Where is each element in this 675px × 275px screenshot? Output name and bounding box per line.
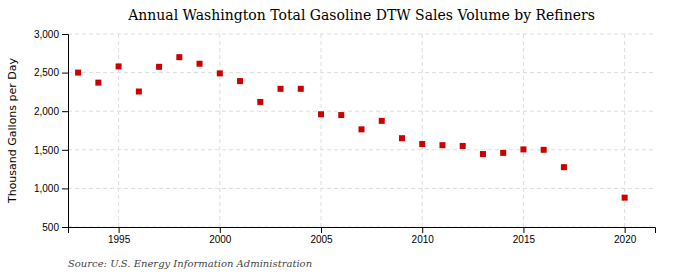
point <box>500 150 506 156</box>
title: Annual Washington Total Gasoline DTW Sal… <box>127 7 595 23</box>
tick-label: 2,500 <box>34 67 59 78</box>
tick-mark <box>625 227 626 233</box>
tick-mark <box>62 188 68 189</box>
axis-line <box>62 35 69 228</box>
tick: 2000 <box>209 227 232 245</box>
grid-line <box>68 72 655 73</box>
tick-mark <box>119 227 120 233</box>
point <box>298 86 304 92</box>
tick-mark <box>62 111 68 112</box>
grid-line <box>68 149 655 150</box>
point <box>156 64 162 70</box>
x-axis: 1995 2000 2005 2010 2015 2020 <box>69 227 656 245</box>
tick-mark <box>523 227 524 233</box>
tick: 2020 <box>614 227 637 245</box>
tick-mark <box>62 34 68 35</box>
grid-line <box>523 34 524 227</box>
tick: 3,000 <box>34 29 68 40</box>
point <box>460 143 466 149</box>
tick-label: 1,500 <box>34 145 59 156</box>
point <box>75 70 81 76</box>
tick: 1995 <box>108 227 131 245</box>
point <box>379 118 385 124</box>
tick-label: 3,000 <box>34 29 59 40</box>
y-axis: 500 1,000 1,500 2,000 2,500 3,000 <box>34 29 69 233</box>
point <box>419 141 425 147</box>
tick-mark <box>422 227 423 233</box>
y-axis-title: Thousand Gallons per Day <box>6 57 19 204</box>
grid-line <box>68 111 655 112</box>
grid-line <box>68 188 655 189</box>
point <box>217 70 223 76</box>
point <box>278 86 284 92</box>
grid-line <box>422 34 423 227</box>
point <box>257 99 263 105</box>
grid-line <box>118 34 119 227</box>
point <box>541 147 547 153</box>
axis-line <box>69 228 656 234</box>
plot: 1995 2000 2005 2010 2015 2020 500 1,000 1,500 2,0… <box>34 29 656 245</box>
chart: 1995 2000 2005 2010 2015 2020 500 1,000 1,500 2,0… <box>0 0 675 275</box>
grid-line <box>219 34 220 227</box>
tick-mark <box>62 227 68 228</box>
tick-mark <box>62 150 68 151</box>
tick: 1,000 <box>34 183 68 194</box>
point <box>197 61 203 67</box>
tick-label: 1995 <box>108 234 131 245</box>
point <box>136 89 142 95</box>
point <box>561 164 567 170</box>
tick: 2005 <box>310 227 333 245</box>
point <box>318 111 324 117</box>
point <box>622 195 628 201</box>
points <box>75 54 628 201</box>
tick-label: 2010 <box>412 234 435 245</box>
tick-label: 500 <box>42 222 59 233</box>
point <box>237 78 243 84</box>
tick-label: 2020 <box>614 234 637 245</box>
point <box>359 126 365 132</box>
point <box>480 151 486 157</box>
grid-line <box>68 34 655 35</box>
source-note: Source: U.S. Energy Information Administ… <box>68 258 312 269</box>
tick-mark <box>321 227 322 233</box>
tick: 2010 <box>412 227 435 245</box>
tick: 2,000 <box>34 106 68 117</box>
point <box>95 80 101 86</box>
point <box>439 142 445 148</box>
point <box>338 112 344 118</box>
tick: 500 <box>42 222 68 233</box>
tick-label: 2015 <box>513 234 536 245</box>
point <box>399 135 405 141</box>
tick-label: 2,000 <box>34 106 59 117</box>
point <box>176 54 182 60</box>
tick: 2,500 <box>34 67 68 78</box>
tick-mark <box>62 73 68 74</box>
tick-mark <box>220 227 221 233</box>
tick-label: 1,000 <box>34 183 59 194</box>
grid-line <box>321 34 322 227</box>
grid <box>68 34 655 227</box>
point <box>520 146 526 152</box>
tick: 2015 <box>513 227 536 245</box>
point <box>116 63 122 69</box>
tick-label: 2005 <box>310 234 333 245</box>
tick-label: 2000 <box>209 234 232 245</box>
tick: 1,500 <box>34 145 68 156</box>
